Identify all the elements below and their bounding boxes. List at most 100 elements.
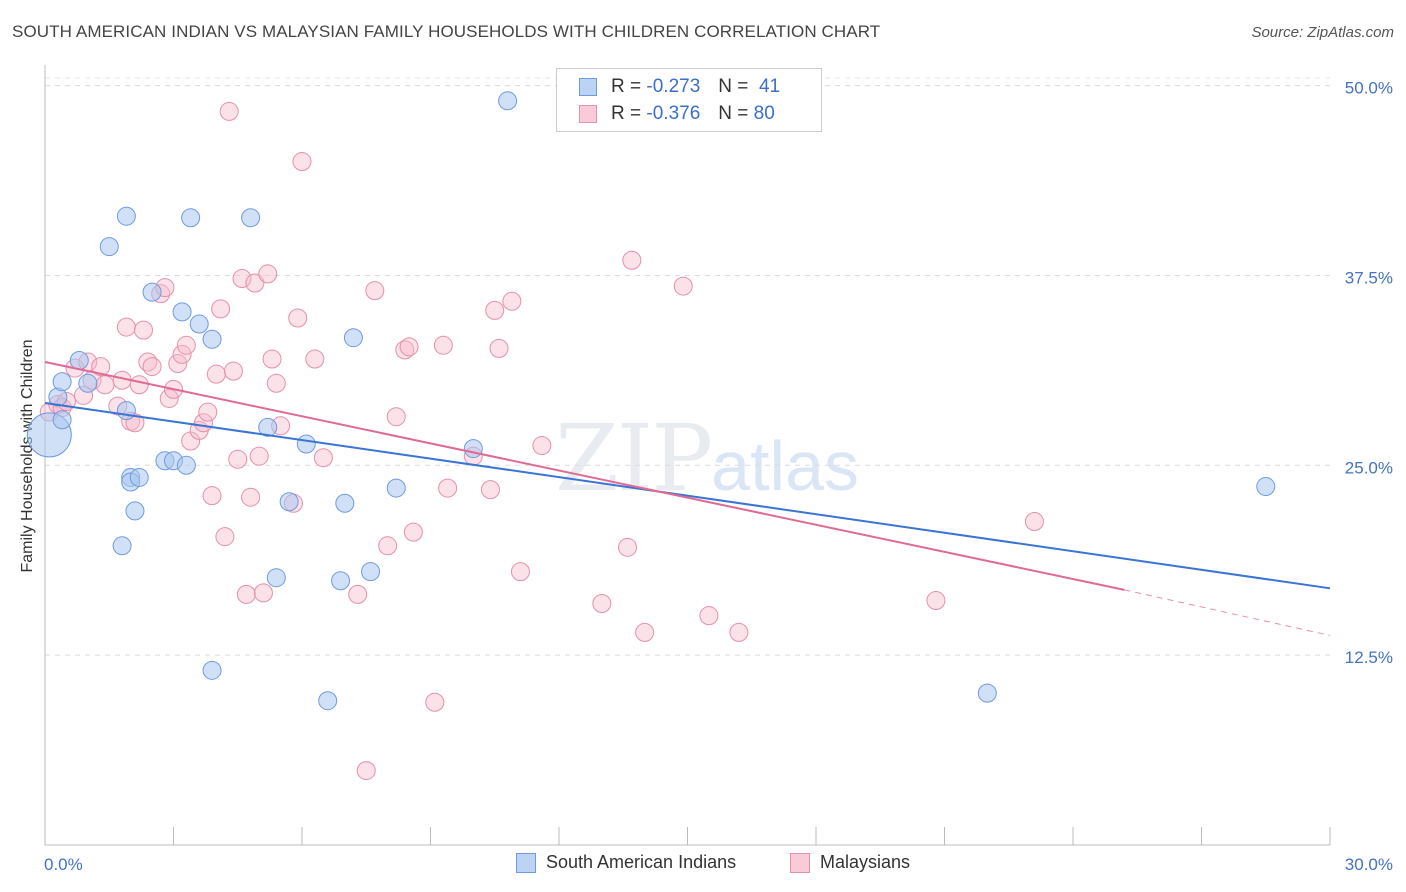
trendline-malaysians (44, 361, 1125, 591)
point-malaysians (510, 562, 530, 582)
legend-n-label: N = (718, 103, 749, 124)
point-south-american-indians (172, 302, 192, 322)
point-malaysians (386, 407, 406, 427)
correlation-legend: R = -0.273 N = 41 R = -0.376 N = 80 (556, 68, 822, 132)
point-malaysians (438, 478, 458, 498)
point-malaysians (266, 373, 286, 393)
point-malaysians (635, 622, 655, 642)
legend-r-label: R = (611, 103, 642, 124)
legend-n-value: 80 (753, 103, 775, 124)
watermark: ZIPatlas (555, 405, 859, 512)
point-south-american-indians (125, 501, 145, 521)
point-south-american-indians (318, 691, 338, 711)
point-south-american-indians (296, 434, 316, 454)
legend-n-label: N = (718, 76, 749, 97)
point-south-american-indians (1256, 477, 1276, 497)
point-malaysians (433, 335, 453, 355)
point-south-american-indians (112, 536, 132, 556)
series-legend: South American Indians Malaysians (0, 852, 1406, 876)
point-malaysians (223, 361, 243, 381)
chart-source: Source: ZipAtlas.com (1251, 24, 1394, 41)
point-malaysians (729, 622, 749, 642)
legend-r-value: -0.376 (646, 103, 701, 124)
point-south-american-indians (335, 493, 355, 513)
series-swatch-blue (516, 852, 536, 873)
point-malaysians (206, 364, 226, 384)
point-malaysians (288, 308, 308, 328)
series-legend-label: Malaysians (820, 852, 911, 872)
point-malaysians (91, 357, 111, 377)
y-tick-label: 50.0% (1345, 79, 1393, 98)
point-malaysians (159, 388, 179, 408)
point-malaysians (378, 536, 398, 556)
point-malaysians (502, 291, 522, 311)
point-malaysians (176, 335, 196, 355)
point-malaysians (219, 101, 239, 121)
point-malaysians (202, 486, 222, 506)
point-malaysians (618, 537, 638, 557)
point-malaysians (232, 268, 252, 288)
point-malaysians (258, 264, 278, 284)
point-south-american-indians (279, 492, 299, 512)
point-south-american-indians (331, 571, 351, 591)
point-south-american-indians (69, 350, 89, 370)
point-malaysians (926, 590, 946, 610)
point-malaysians (134, 320, 154, 340)
point-south-american-indians (386, 478, 406, 498)
point-malaysians (622, 250, 642, 270)
y-tick-label: 37.5% (1345, 268, 1393, 287)
point-malaysians (198, 402, 218, 422)
point-malaysians (399, 337, 419, 357)
point-malaysians (480, 480, 500, 500)
trendline-south-american-indians (44, 402, 1331, 590)
point-malaysians (129, 375, 149, 395)
point-south-american-indians (266, 568, 286, 588)
point-south-american-indians (129, 467, 149, 487)
point-south-american-indians (189, 314, 209, 334)
point-south-american-indians (52, 372, 72, 392)
legend-r-value: -0.273 (646, 76, 701, 97)
point-malaysians (1024, 511, 1044, 531)
legend-swatch-pink (579, 105, 597, 123)
point-malaysians (142, 357, 162, 377)
legend-row-malaysians: R = -0.376 N = 80 (579, 102, 775, 126)
point-malaysians (241, 487, 261, 507)
trendline-malaysians-extension (1124, 589, 1331, 636)
y-tick-label: 25.0% (1345, 458, 1393, 477)
point-south-american-indians (977, 683, 997, 703)
point-malaysians (489, 338, 509, 358)
watermark-zip: ZIP (555, 405, 713, 512)
legend-swatch-blue (579, 78, 597, 96)
point-malaysians (262, 349, 282, 369)
point-malaysians (305, 349, 325, 369)
legend-n-value: 41 (758, 76, 781, 97)
point-south-american-indians (142, 282, 162, 302)
point-south-american-indians (202, 660, 222, 680)
point-malaysians (313, 448, 333, 468)
point-south-american-indians (361, 562, 381, 582)
point-malaysians (168, 354, 188, 374)
y-tick-label: 12.5% (1345, 648, 1393, 667)
point-south-american-indians (116, 206, 136, 226)
point-south-american-indians (343, 328, 363, 348)
point-south-american-indians (498, 91, 518, 111)
point-south-american-indians (99, 237, 119, 257)
point-malaysians (532, 436, 552, 456)
x-tick-label: 0.0% (44, 855, 83, 874)
point-malaysians (592, 594, 612, 614)
point-malaysians (365, 281, 385, 301)
point-malaysians (403, 522, 423, 542)
point-malaysians (348, 584, 368, 604)
point-malaysians (172, 344, 192, 364)
point-south-american-indians (116, 401, 136, 421)
watermark-atlas: atlas (711, 427, 860, 505)
series-legend-south-american-indians: South American Indians (516, 852, 736, 873)
chart-title: SOUTH AMERICAN INDIAN VS MALAYSIAN FAMIL… (12, 22, 881, 41)
legend-r-label: R = (611, 76, 642, 97)
point-malaysians (292, 152, 312, 172)
point-malaysians (253, 583, 273, 603)
point-south-american-indians (463, 439, 483, 459)
point-south-american-indians (176, 455, 196, 475)
point-malaysians (425, 692, 445, 712)
